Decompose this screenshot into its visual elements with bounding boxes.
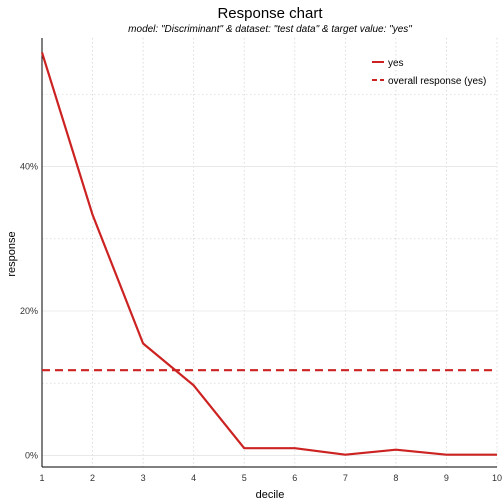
tick-labels: 1 2 3 4 5 6 7 8 9 10 0% 20% 40% — [20, 162, 502, 483]
x-tick-label: 5 — [242, 473, 247, 483]
y-tick-label: 0% — [25, 450, 38, 460]
x-tick-label: 7 — [343, 473, 348, 483]
x-tick-label: 3 — [141, 473, 146, 483]
chart-subtitle: model: "Discriminant" & dataset: "test d… — [128, 24, 412, 35]
axes — [41, 38, 497, 468]
series-line-yes — [40, 52, 497, 456]
plot-area: 1 2 3 4 5 6 7 8 9 10 0% 20% 40% — [20, 38, 502, 483]
legend: yes overall response (yes) — [372, 58, 486, 87]
x-tick-label: 1 — [39, 473, 44, 483]
x-tick-label: 8 — [393, 473, 398, 483]
x-tick-label: 2 — [90, 473, 95, 483]
x-axis-title: decile — [256, 489, 285, 501]
y-tick-label: 20% — [20, 306, 38, 316]
x-tick-label: 10 — [492, 473, 502, 483]
legend-label-yes: yes — [388, 58, 404, 69]
y-axis-title: response — [6, 231, 18, 276]
x-tick-label: 6 — [292, 473, 297, 483]
x-tick-label: 4 — [191, 473, 196, 483]
legend-label-overall-response: overall response (yes) — [388, 76, 486, 87]
y-tick-label: 40% — [20, 162, 38, 172]
x-tick-label: 9 — [444, 473, 449, 483]
grid-lines — [41, 38, 498, 467]
chart-title: Response chart — [217, 5, 323, 22]
series-lines — [40, 52, 497, 456]
